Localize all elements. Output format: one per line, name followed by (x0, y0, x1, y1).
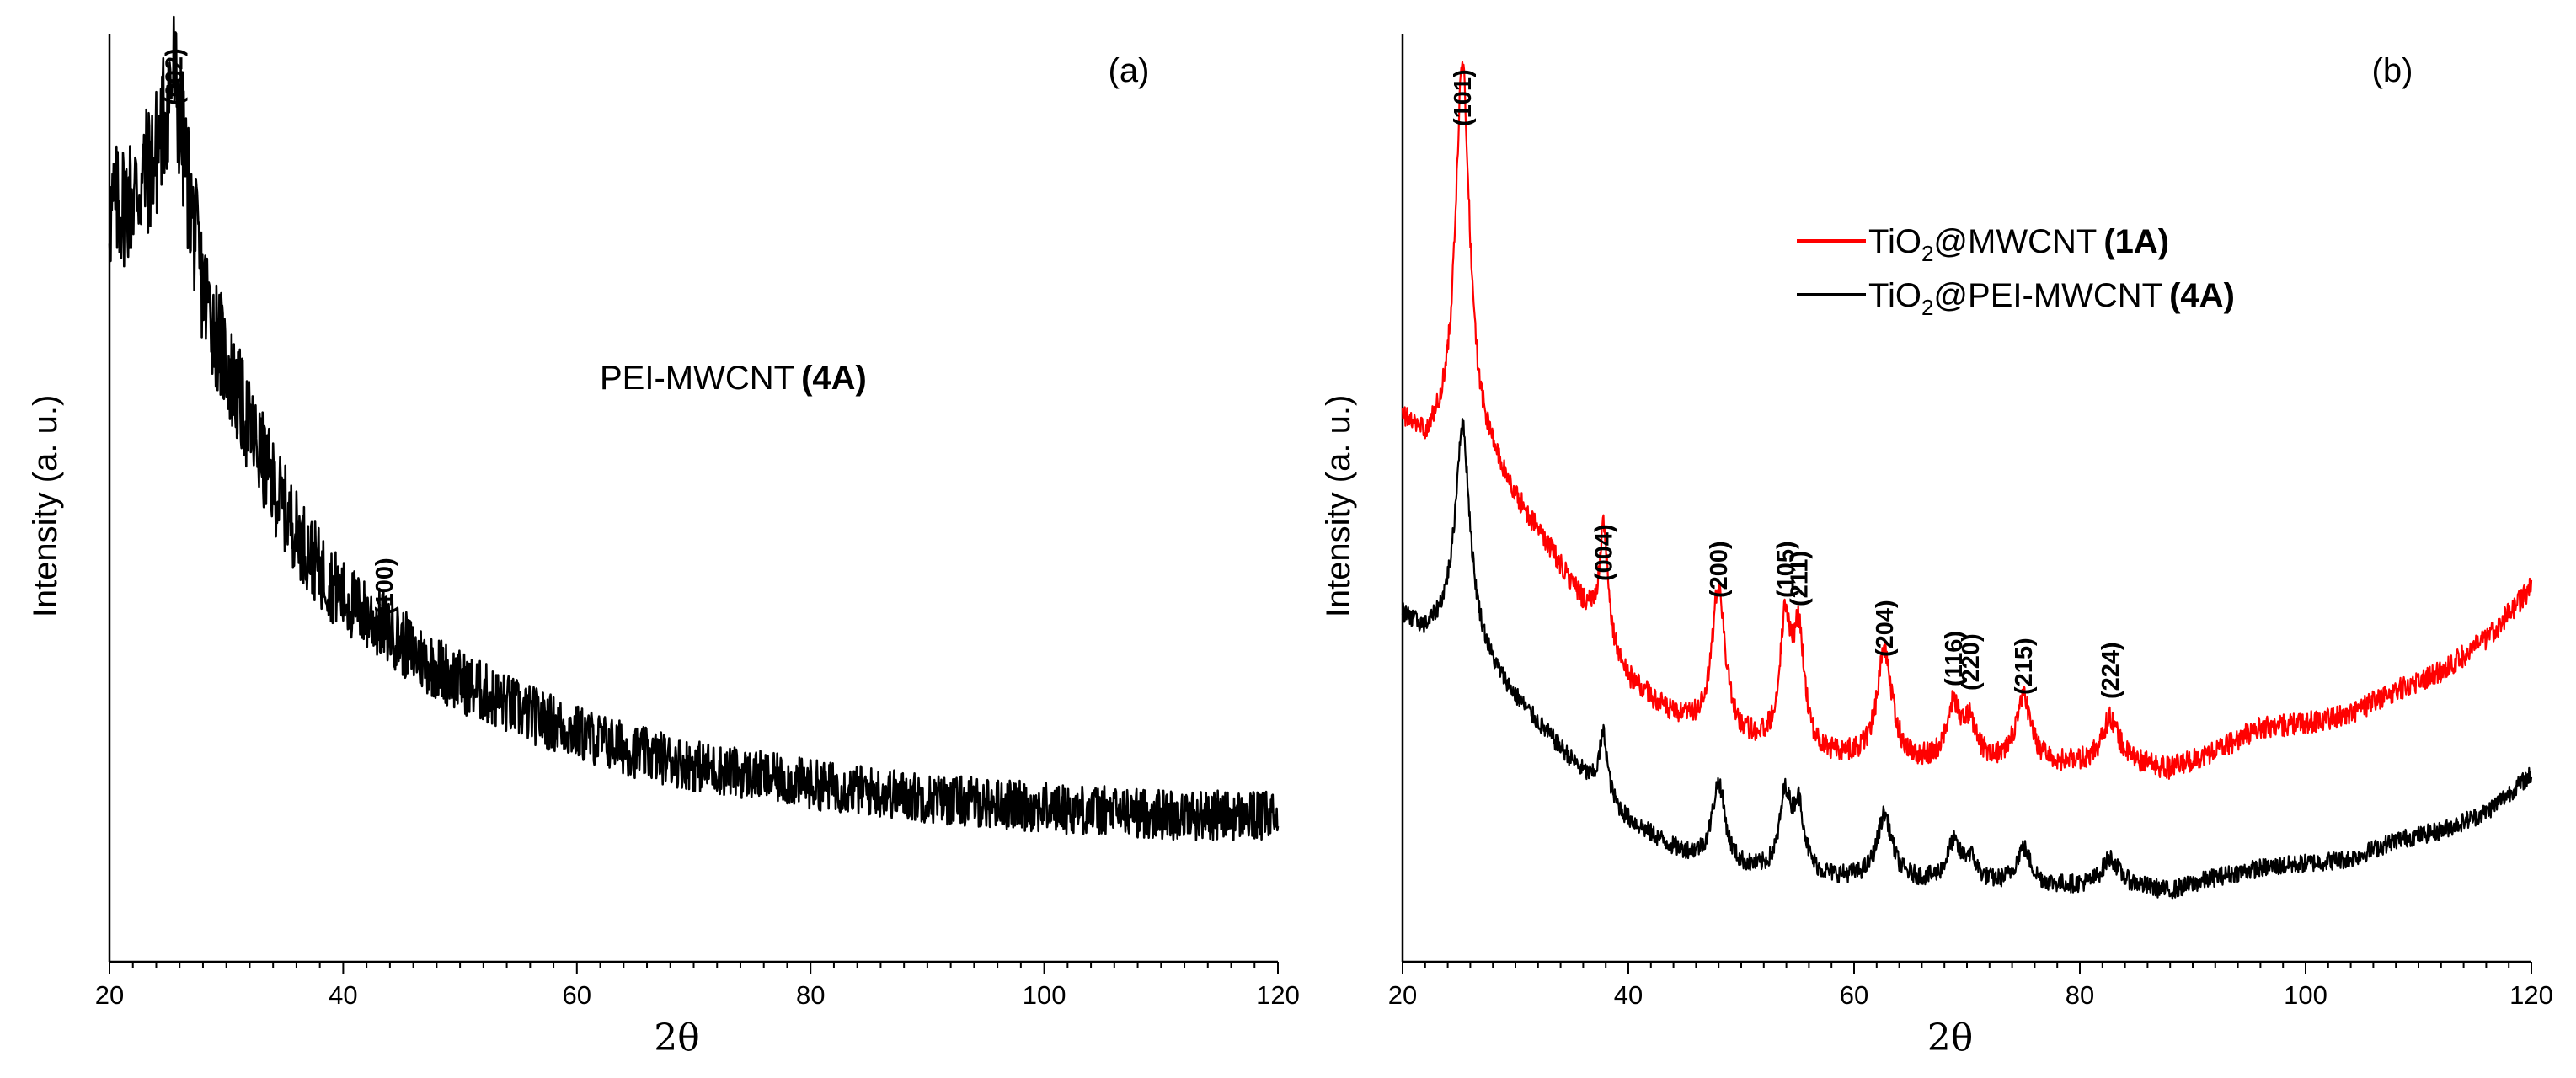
legend-mid: @MWCNT (1933, 223, 2097, 260)
peak-label: (220) (1958, 633, 1985, 691)
sample-code: (4A) (801, 360, 867, 397)
legend-subscript: 2 (1921, 241, 1933, 266)
legend-entry: TiO2@PEI-MWCNT (4A) (1868, 277, 2235, 320)
legend-entry: TiO2@MWCNT (1A) (1868, 223, 2169, 266)
series-line-0 (108, 15, 1280, 842)
peak-label: (211) (1786, 551, 1813, 606)
peak-label: (224) (2098, 642, 2124, 699)
peak-label: (004) (1591, 524, 1618, 581)
panel-b: 20 40 60 80 100 120 2θ Intensity (a. u.) (b) (101… (1320, 34, 2553, 1059)
peak-label: (204) (1872, 600, 1899, 657)
x-tick-label: 120 (2509, 980, 2553, 1010)
x-tick-label: 100 (1023, 980, 1066, 1010)
legend: TiO2@MWCNT (1A)TiO2@PEI-MWCNT (4A) (1797, 223, 2235, 320)
x-tick-label: 20 (1388, 980, 1417, 1010)
panel-letter: (a) (1109, 52, 1150, 89)
panel-letter: (b) (2372, 52, 2413, 89)
y-axis-title: Intensity (a. u.) (1320, 395, 1357, 618)
peak-label: (002) (161, 48, 188, 105)
x-tick-label: 40 (1614, 980, 1643, 1010)
x-tick-label: 60 (1840, 980, 1868, 1010)
peak-label: (101) (1450, 69, 1477, 126)
peak-label: (116) (1941, 631, 1968, 686)
legend-subscript: 2 (1921, 295, 1933, 320)
sample-name: PEI-MWCNT (600, 360, 794, 397)
legend-code: (4A) (2169, 277, 2235, 314)
panel-a: 20 40 60 80 100 120 2θ Intensity (a. u.) (a) (002… (27, 15, 1300, 1059)
peak-label: (105) (1772, 541, 1799, 598)
x-tick-label: 60 (563, 980, 591, 1010)
series-line-0 (1401, 61, 2533, 781)
x-tick-label: 80 (2066, 980, 2094, 1010)
peak-label: (100) (371, 558, 398, 615)
x-tick-label: 120 (1256, 980, 1300, 1010)
legend-mid: @PEI-MWCNT (1933, 277, 2162, 314)
y-axis-title: Intensity (a. u.) (27, 395, 64, 618)
x-axis-title: 2θ (654, 1017, 699, 1059)
x-tick-label: 40 (329, 980, 357, 1010)
legend-prefix: TiO (1868, 277, 1921, 314)
legend-prefix: TiO (1868, 223, 1921, 260)
peak-label: (215) (2011, 638, 2038, 695)
series-line-1 (1401, 418, 2533, 900)
sample-label: PEI-MWCNT (4A) (600, 360, 867, 397)
x-tick-label: 20 (95, 980, 124, 1010)
legend-code: (1A) (2103, 223, 2169, 260)
x-tick-label: 80 (796, 980, 825, 1010)
x-tick-label: 100 (2284, 980, 2327, 1010)
x-axis-title: 2θ (1927, 1017, 1973, 1059)
peak-label: (200) (1706, 541, 1733, 598)
